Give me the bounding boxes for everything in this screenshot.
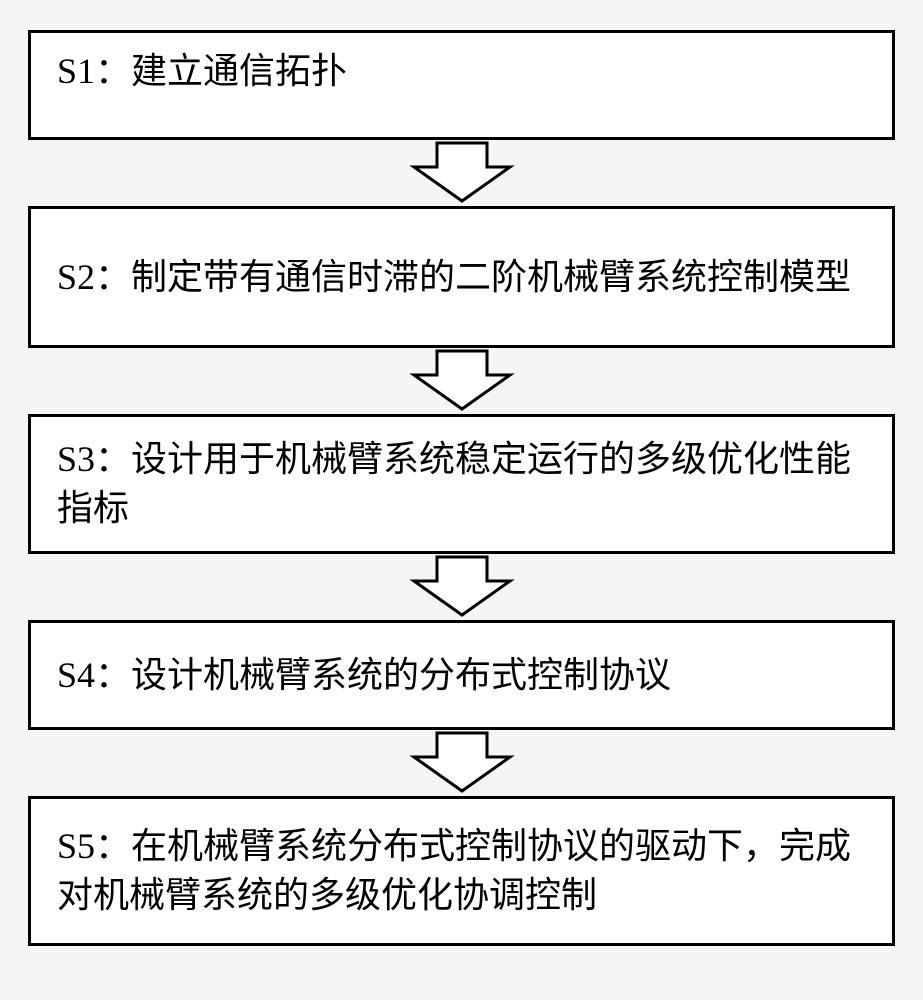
step-label: S5：在机械臂系统分布式控制协议的驱动下，完成对机械臂系统的多级优化协调控制	[57, 822, 876, 919]
chevron-down-icon	[402, 349, 522, 413]
step-label: S2：制定带有通信时滞的二阶机械臂系统控制模型	[57, 253, 876, 302]
flow-step-s3: S3：设计用于机械臂系统稳定运行的多级优化性能指标	[28, 414, 895, 554]
chevron-down-icon	[402, 555, 522, 619]
flow-step-s1: S1：建立通信拓扑	[28, 30, 895, 140]
step-label: S3：设计用于机械臂系统稳定运行的多级优化性能指标	[57, 435, 876, 532]
chevron-down-icon	[402, 731, 522, 795]
chevron-down-icon	[402, 141, 522, 205]
step-label: S1：建立通信拓扑	[57, 47, 876, 96]
flow-step-s5: S5：在机械臂系统分布式控制协议的驱动下，完成对机械臂系统的多级优化协调控制	[28, 796, 895, 946]
step-label: S4：设计机械臂系统的分布式控制协议	[57, 651, 876, 700]
flow-step-s4: S4：设计机械臂系统的分布式控制协议	[28, 620, 895, 730]
flow-arrow	[28, 730, 895, 796]
flow-arrow	[28, 140, 895, 206]
flow-arrow	[28, 554, 895, 620]
flow-step-s2: S2：制定带有通信时滞的二阶机械臂系统控制模型	[28, 206, 895, 348]
flow-arrow	[28, 348, 895, 414]
